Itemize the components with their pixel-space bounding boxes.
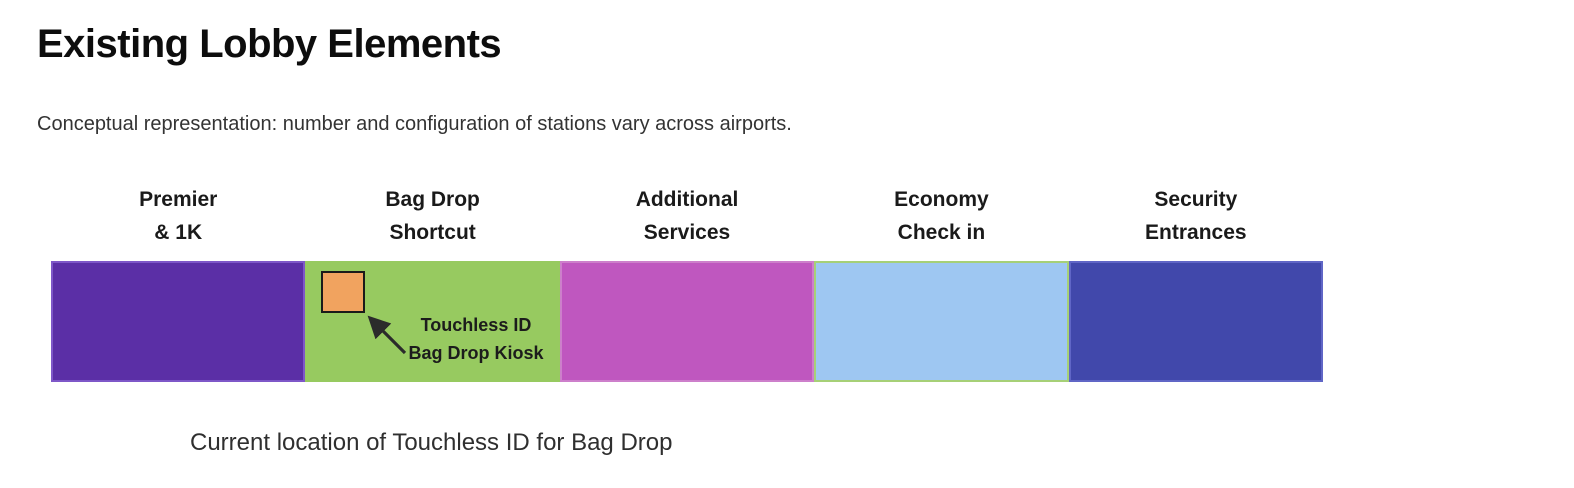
caption: Current location of Touchless ID for Bag… — [190, 429, 673, 456]
kiosk-label: Touchless ID Bag Drop Kiosk — [403, 311, 549, 367]
segment-security-entrances — [1068, 261, 1324, 382]
segment-additional-services — [559, 261, 815, 382]
segment-header-line: Services — [643, 221, 731, 244]
kiosk-label-line: Touchless ID — [420, 315, 532, 335]
segment-economy-check-in — [814, 261, 1069, 382]
segment-header-line: Bag Drop — [385, 188, 480, 211]
kiosk-label-line: Bag Drop Kiosk — [408, 343, 544, 363]
page-subtitle: Conceptual representation: number and co… — [37, 113, 792, 135]
segment-header-line: Additional — [635, 188, 739, 211]
segment-headers: Premier & 1K Bag Drop Shortcut Additiona… — [51, 183, 1323, 249]
segment-header-line: Economy — [894, 188, 989, 211]
segment-header-premier-1k: Premier & 1K — [51, 183, 305, 249]
segment-header-additional-services: Additional Services — [560, 183, 814, 249]
segment-header-bag-drop-shortcut: Bag Drop Shortcut — [305, 183, 559, 249]
kiosk-marker — [321, 271, 365, 313]
segment-header-line: Entrances — [1145, 221, 1247, 244]
segment-header-security-entrances: Security Entrances — [1069, 183, 1323, 249]
segment-header-line: Security — [1154, 188, 1238, 211]
segment-header-line: & 1K — [154, 221, 203, 244]
lobby-bar: Touchless ID Bag Drop Kiosk — [51, 261, 1324, 382]
kiosk-arrow-icon — [367, 315, 407, 355]
segment-header-economy-check-in: Economy Check in — [814, 183, 1068, 249]
segment-header-line: Check in — [897, 221, 986, 244]
segment-premier-1k — [51, 261, 306, 382]
segment-header-line: Shortcut — [389, 221, 476, 244]
segment-header-line: Premier — [139, 188, 218, 211]
page-title: Existing Lobby Elements — [37, 22, 502, 66]
